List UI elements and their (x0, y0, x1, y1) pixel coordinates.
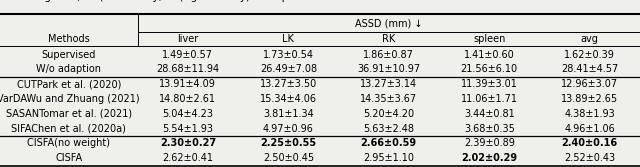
Text: 28.68±11.94: 28.68±11.94 (156, 64, 220, 74)
Text: 14.80±2.61: 14.80±2.61 (159, 94, 216, 104)
Text: 2.40±0.16: 2.40±0.16 (562, 138, 618, 148)
Text: 5.63±2.48: 5.63±2.48 (364, 124, 414, 133)
Text: 2.25±0.55: 2.25±0.55 (260, 138, 316, 148)
Text: 13.89±2.65: 13.89±2.65 (561, 94, 618, 104)
Text: 2.02±0.29: 2.02±0.29 (461, 153, 517, 163)
Text: 1.73±0.54: 1.73±0.54 (263, 49, 314, 59)
Text: 2.95±1.10: 2.95±1.10 (364, 153, 414, 163)
Text: 11.06±1.71: 11.06±1.71 (461, 94, 518, 104)
Text: 2.66±0.59: 2.66±0.59 (361, 138, 417, 148)
Text: 1.62±0.39: 1.62±0.39 (564, 49, 615, 59)
Text: SIFAChen et al. (2020a): SIFAChen et al. (2020a) (12, 124, 126, 133)
Text: 13.27±3.50: 13.27±3.50 (260, 79, 317, 89)
Text: 36.91±10.97: 36.91±10.97 (357, 64, 420, 74)
Text: ASSD (mm) ↓: ASSD (mm) ↓ (355, 19, 422, 29)
Text: CUTPark et al. (2020): CUTPark et al. (2020) (17, 79, 121, 89)
Text: 26.49±7.08: 26.49±7.08 (260, 64, 317, 74)
Text: liver: liver (177, 34, 198, 44)
Text: Supervised: Supervised (42, 49, 96, 59)
Text: 4.96±1.06: 4.96±1.06 (564, 124, 615, 133)
Text: 3.44±0.81: 3.44±0.81 (464, 109, 515, 119)
Text: 15.34±4.06: 15.34±4.06 (260, 94, 317, 104)
Text: 28.41±4.57: 28.41±4.57 (561, 64, 618, 74)
Text: CISFA(no weight): CISFA(no weight) (28, 138, 110, 148)
Text: 2.39±0.89: 2.39±0.89 (464, 138, 515, 148)
Text: 2.62±0.41: 2.62±0.41 (163, 153, 213, 163)
Text: 12.96±3.07: 12.96±3.07 (561, 79, 618, 89)
Text: 2.52±0.43: 2.52±0.43 (564, 153, 615, 163)
Text: 5.20±4.20: 5.20±4.20 (364, 109, 414, 119)
Text: 13.27±3.14: 13.27±3.14 (360, 79, 417, 89)
Text: spleen: spleen (473, 34, 506, 44)
Text: LK: LK (282, 34, 294, 44)
Text: 11.39±3.01: 11.39±3.01 (461, 79, 518, 89)
Text: 21.56±6.10: 21.56±6.10 (461, 64, 518, 74)
Text: VarDAWu and Zhuang (2021): VarDAWu and Zhuang (2021) (0, 94, 140, 104)
Text: RK: RK (382, 34, 396, 44)
Text: 2.30±0.27: 2.30±0.27 (160, 138, 216, 148)
Text: 5.04±4.23: 5.04±4.23 (163, 109, 213, 119)
Text: 5.54±1.93: 5.54±1.93 (163, 124, 213, 133)
Text: 13.91±4.09: 13.91±4.09 (159, 79, 216, 89)
Text: 2.50±0.45: 2.50±0.45 (263, 153, 314, 163)
Text: 14.35±3.67: 14.35±3.67 (360, 94, 417, 104)
Text: 4.97±0.96: 4.97±0.96 (263, 124, 314, 133)
Text: W/o adaption: W/o adaption (36, 64, 101, 74)
Text: 1.41±0.60: 1.41±0.60 (464, 49, 515, 59)
Text: 4.38±1.93: 4.38±1.93 (564, 109, 615, 119)
Text: 1.86±0.87: 1.86±0.87 (364, 49, 414, 59)
Text: Methods: Methods (48, 34, 90, 44)
Text: avg: avg (581, 34, 598, 44)
Text: including liver, LK (left kidney, RK(right kidney) and spleen.: including liver, LK (left kidney, RK(rig… (3, 0, 314, 2)
Text: CISFA: CISFA (55, 153, 83, 163)
Text: 3.81±1.34: 3.81±1.34 (263, 109, 314, 119)
Text: 3.68±0.35: 3.68±0.35 (464, 124, 515, 133)
Text: SASANTomar et al. (2021): SASANTomar et al. (2021) (6, 109, 132, 119)
Text: 1.49±0.57: 1.49±0.57 (163, 49, 213, 59)
